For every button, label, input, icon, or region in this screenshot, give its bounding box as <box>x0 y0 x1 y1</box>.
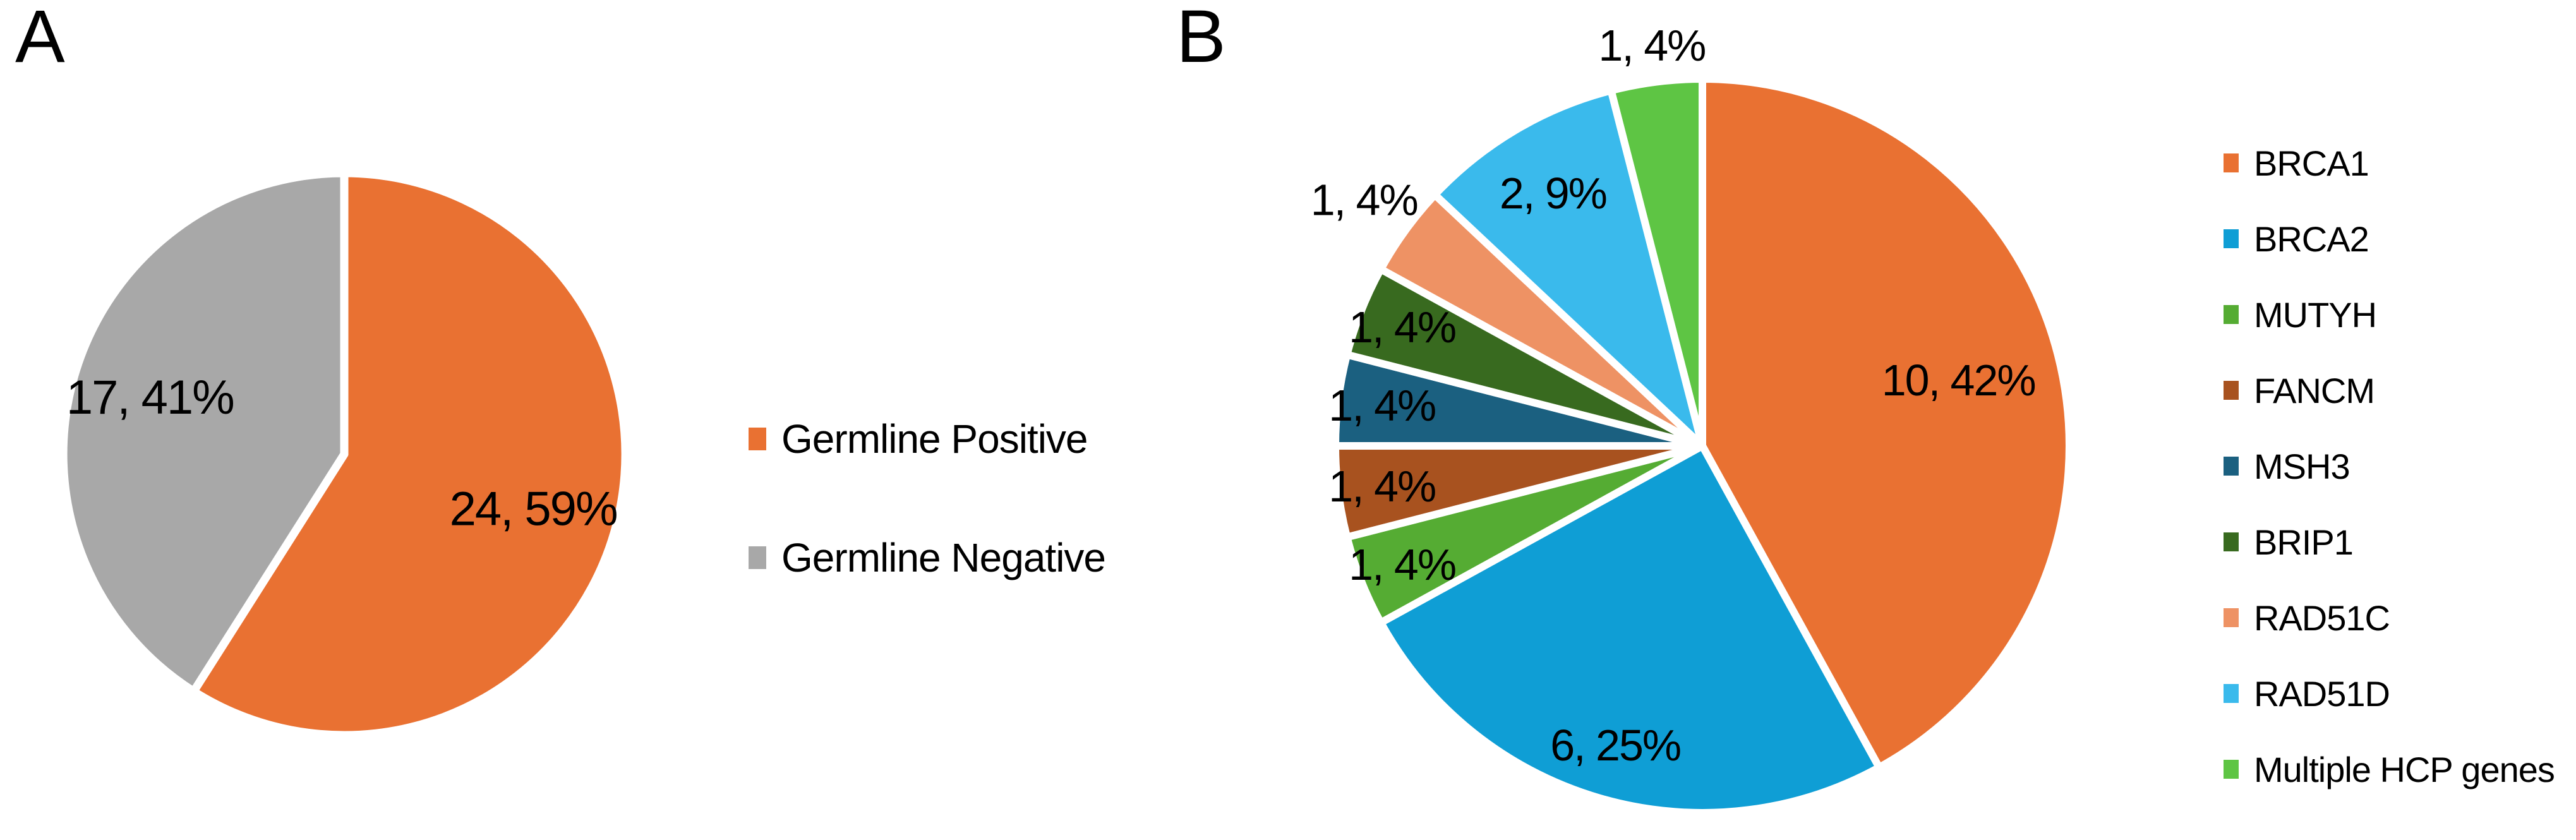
legend-color-chip-brip1 <box>2224 532 2239 551</box>
legend-label: MUTYH <box>2254 294 2377 335</box>
data-label-brip1: 1, 4% <box>1349 303 1455 352</box>
legend-item-msh3: MSH3 <box>2224 444 2555 488</box>
legend-color-chip-fancm <box>2224 381 2239 400</box>
data-label-fancm: 1, 4% <box>1328 462 1435 511</box>
data-label-rad51d: 2, 9% <box>1500 169 1606 218</box>
legend-label: Germline Negative <box>781 535 1106 580</box>
legend-genes: BRCA1 BRCA2 MUTYH FANCM MSH3 BRIP1 RAD51C RAD51… <box>2224 141 2555 823</box>
data-label-mutyh: 1, 4% <box>1349 540 1455 589</box>
data-label-germline-negative: 17, 41% <box>66 371 234 424</box>
data-label-brca2: 6, 25% <box>1550 721 1680 770</box>
panel-a-label: A <box>15 0 65 78</box>
legend-color-chip-brca1 <box>2224 153 2239 172</box>
pie-slice-brca1 <box>1699 75 2073 772</box>
legend-item-rad51d: RAD51D <box>2224 671 2555 716</box>
pie-slice-germline-negative <box>59 169 349 696</box>
legend-color-chip-rad51d <box>2224 684 2239 703</box>
legend-color-chip-rad51c <box>2224 608 2239 627</box>
data-label-multiple-hcp-genes: 1, 4% <box>1598 21 1705 70</box>
legend-label: Germline Positive <box>781 416 1088 462</box>
legend-label: RAD51D <box>2254 673 2390 714</box>
legend-color-chip-mutyh <box>2224 305 2239 324</box>
legend-item-fancm: FANCM <box>2224 368 2555 412</box>
legend-item-brca2: BRCA2 <box>2224 217 2555 261</box>
legend-label: BRCA1 <box>2254 143 2369 183</box>
legend-color-chip-germline-negative <box>749 546 766 569</box>
legend-germline-status: Germline Positive Germline Negative <box>749 414 1106 651</box>
legend-label: FANCM <box>2254 370 2375 411</box>
legend-item-mutyh: MUTYH <box>2224 292 2555 337</box>
legend-color-chip-multiple-hcp-genes <box>2224 760 2239 779</box>
data-label-brca1: 10, 42% <box>1882 356 2035 405</box>
pie-slice-brca2 <box>1376 442 1883 817</box>
legend-color-chip-germline-positive <box>749 428 766 450</box>
legend-color-chip-brca2 <box>2224 229 2239 248</box>
legend-color-chip-msh3 <box>2224 457 2239 476</box>
pie-slice-multiple-hcp-genes <box>1607 75 1706 450</box>
legend-item-brip1: BRIP1 <box>2224 520 2555 564</box>
legend-label: MSH3 <box>2254 446 2350 486</box>
legend-item-germline-negative: Germline Negative <box>749 532 1106 583</box>
legend-label: RAD51C <box>2254 597 2390 638</box>
legend-label: Multiple HCP genes <box>2254 749 2555 789</box>
legend-label: BRCA2 <box>2254 219 2369 259</box>
legend-item-brca1: BRCA1 <box>2224 141 2555 185</box>
legend-label: BRIP1 <box>2254 522 2354 562</box>
legend-item-multiple-hcp-genes: Multiple HCP genes <box>2224 747 2555 791</box>
data-label-germline-positive: 24, 59% <box>450 482 617 536</box>
pie-slice-rad51d <box>1431 87 1706 450</box>
panel-b-label: B <box>1176 0 1226 78</box>
pie-slice-germline-positive <box>190 169 630 740</box>
data-label-msh3: 1, 4% <box>1328 381 1435 430</box>
pie-chart-gene-distribution: 10, 42% 6, 25% 1, 4% 1, 4% 1, 4% 1, 4% 1, 4% 2,… <box>1311 21 2073 817</box>
data-label-rad51c: 1, 4% <box>1311 176 1417 225</box>
legend-item-rad51c: RAD51C <box>2224 596 2555 640</box>
pie-chart-germline-status: 24, 59% 17, 41% <box>59 169 630 740</box>
legend-item-germline-positive: Germline Positive <box>749 414 1105 464</box>
